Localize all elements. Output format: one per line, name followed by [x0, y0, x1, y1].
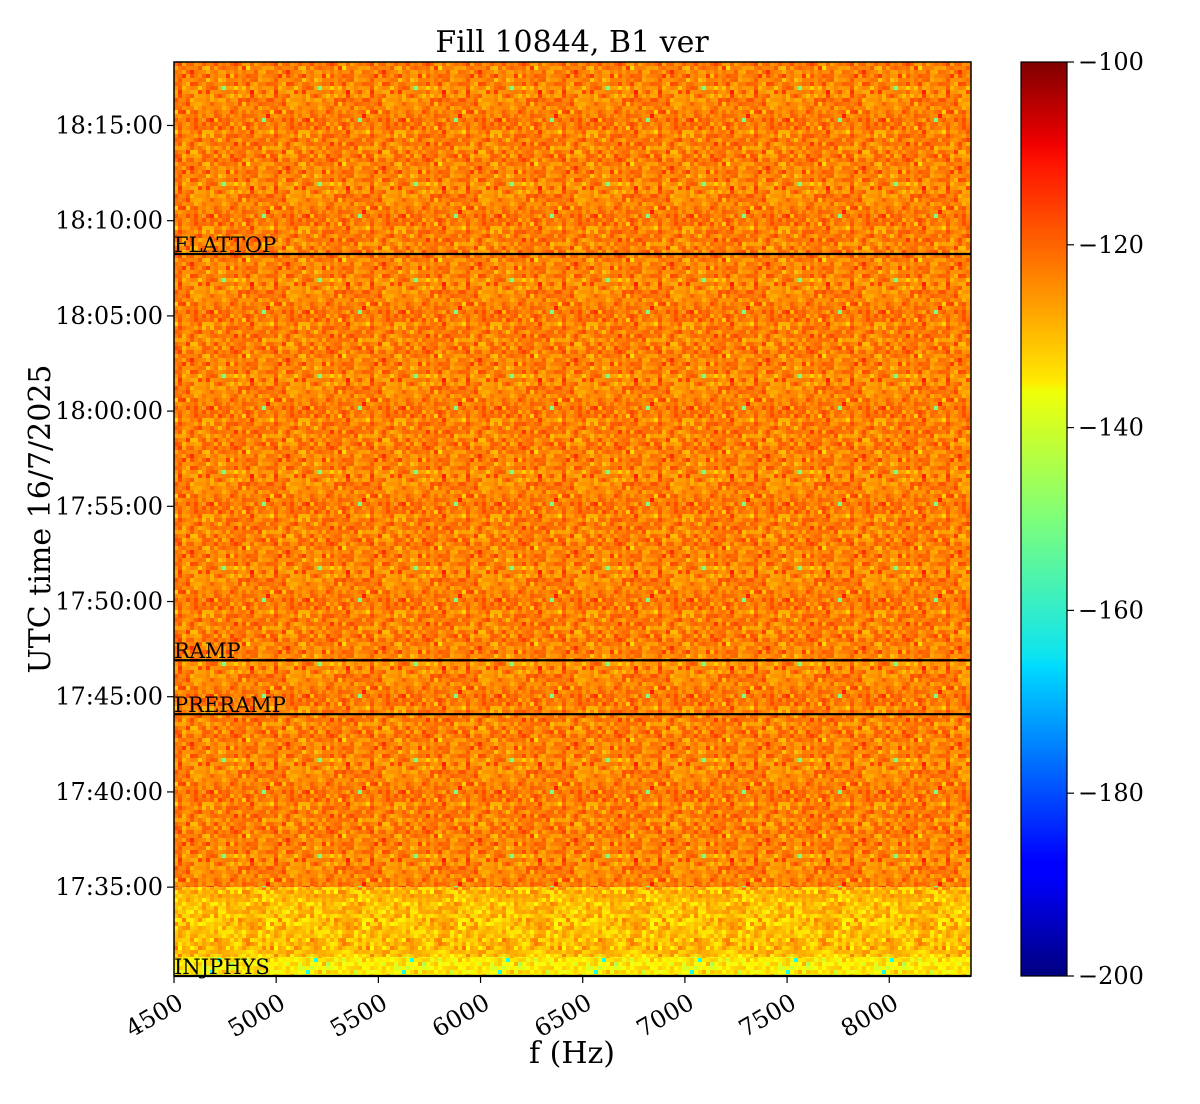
y-tick-label: 17:40:00	[55, 778, 163, 806]
x-tick-label: 7500	[734, 988, 801, 1043]
y-tick-label: 18:10:00	[55, 207, 163, 235]
x-tick-label: 6000	[427, 988, 494, 1043]
phase-marker-label: FLATTOP	[174, 233, 276, 257]
x-tick-label: 5500	[325, 988, 392, 1043]
x-tick-label: 5000	[223, 988, 290, 1043]
colorbar-tick-label: −100	[1078, 48, 1144, 76]
y-tick-label: 17:55:00	[55, 492, 163, 520]
colorbar-tick-label: −200	[1078, 962, 1144, 990]
x-axis: 4500 5000 5500 6000 6500 7000 7500 8000	[121, 976, 903, 1043]
heatmap-region	[174, 887, 971, 957]
x-tick-label: 8000	[836, 988, 903, 1043]
y-axis-label: UTC time 16/7/2025	[23, 365, 58, 674]
phase-markers: INJPHYS PRERAMP RAMP FLATTOP	[174, 233, 971, 979]
colorbar-tick-label: −140	[1078, 414, 1144, 442]
x-tick-label: 7000	[632, 988, 699, 1043]
x-tick-label: 4500	[121, 988, 188, 1043]
y-tick-label: 18:00:00	[55, 397, 163, 425]
y-axis: 17:35:00 17:40:00 17:45:00 17:50:00 17:55:00…	[55, 111, 174, 901]
y-tick-label: 18:05:00	[55, 302, 163, 330]
chart-title: Fill 10844, B1 ver	[435, 25, 709, 60]
heatmap-region	[174, 956, 971, 976]
x-axis-label: f (Hz)	[529, 1036, 615, 1071]
y-tick-label: 17:50:00	[55, 588, 163, 616]
colorbar	[1020, 61, 1068, 977]
phase-marker-label: RAMP	[174, 639, 241, 663]
y-tick-label: 17:45:00	[55, 683, 163, 711]
plot-frame	[173, 61, 972, 977]
colorbar-axis: −100 −120 −140 −160 −180 −200	[1067, 48, 1144, 990]
heatmap-region	[174, 62, 971, 888]
spectrogram-heatmap	[174, 62, 971, 976]
x-tick-label: 6500	[530, 988, 597, 1043]
colorbar-tick-label: −120	[1078, 231, 1144, 259]
colorbar-tick-label: −180	[1078, 779, 1144, 807]
colorbar-tick-label: −160	[1078, 596, 1144, 624]
phase-marker-label: PRERAMP	[174, 693, 286, 717]
y-tick-label: 18:15:00	[55, 111, 163, 139]
y-tick-label: 17:35:00	[55, 873, 163, 901]
phase-marker-label: INJPHYS	[174, 955, 270, 979]
